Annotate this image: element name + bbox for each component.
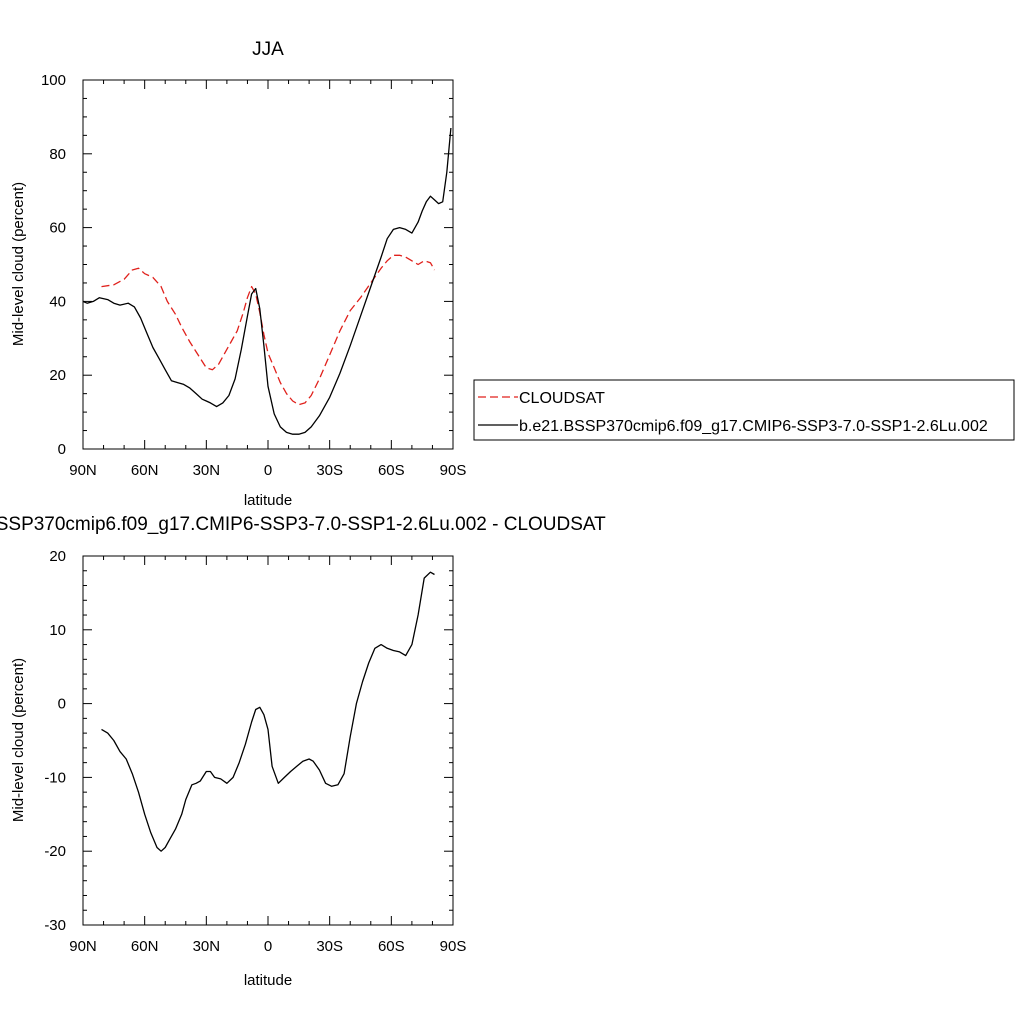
chart-top-y-tick-labels: 0 20 40 60 80 100 xyxy=(41,72,66,458)
chart-bottom-series xyxy=(101,571,435,852)
chart-top: JJA 90N 60N 30N 0 30S 60S 90S 0 20 40 60 80 100 lat… xyxy=(10,39,466,509)
bottom-series-line-0 xyxy=(101,571,435,852)
top-y-tick-label: 100 xyxy=(41,72,66,89)
chart-bottom: b.e21.BSSP370cmip6.f09_g17.CMIP6-SSP3-7.… xyxy=(0,514,606,989)
chart-bottom-plot-frame xyxy=(82,555,454,926)
legend-cloudsat-label: CLOUDSAT xyxy=(519,390,605,407)
chart-bottom-ticks xyxy=(82,555,454,926)
chart-bottom-y-tick-labels: -30 -20 -10 0 10 20 xyxy=(44,548,66,934)
chart-top-x-axis-label: latitude xyxy=(244,492,292,509)
top-x-tick-label: 90N xyxy=(69,462,97,479)
bottom-x-tick-label: 60S xyxy=(378,938,405,955)
bottom-x-tick-label: 30N xyxy=(193,938,221,955)
chart-bottom-x-tick-labels: 90N 60N 30N 0 30S 60S 90S xyxy=(69,938,466,955)
top-x-tick-label: 60S xyxy=(378,462,405,479)
legend: CLOUDSAT b.e21.BSSP370cmip6.f09_g17.CMIP… xyxy=(473,379,1015,441)
bottom-y-tick-label: -10 xyxy=(44,769,66,786)
bottom-y-tick-label: -30 xyxy=(44,917,66,934)
bottom-y-tick-label: 0 xyxy=(58,696,66,713)
top-y-tick-label: 20 xyxy=(49,367,66,384)
top-series-line-1 xyxy=(82,127,452,435)
bottom-y-tick-label: 10 xyxy=(49,622,66,639)
chart-top-plot-frame xyxy=(82,79,454,450)
bottom-x-tick-label: 60N xyxy=(131,938,159,955)
bottom-x-tick-label: 0 xyxy=(264,938,272,955)
top-y-tick-label: 0 xyxy=(58,441,66,458)
chart-top-y-axis-label: Mid-level cloud (percent) xyxy=(10,182,27,346)
chart-bottom-y-axis-label: Mid-level cloud (percent) xyxy=(10,658,27,822)
bottom-y-tick-label: -20 xyxy=(44,843,66,860)
top-x-tick-label: 30S xyxy=(316,462,343,479)
top-y-tick-label: 60 xyxy=(49,220,66,237)
top-y-tick-label: 80 xyxy=(49,146,66,163)
chart-top-series xyxy=(82,127,452,435)
top-x-tick-label: 0 xyxy=(264,462,272,479)
top-x-tick-label: 90S xyxy=(440,462,467,479)
bottom-x-tick-label: 90S xyxy=(440,938,467,955)
chart-top-ticks xyxy=(82,79,454,450)
bottom-y-tick-label: 20 xyxy=(49,548,66,565)
legend-box xyxy=(473,379,1015,441)
bottom-x-tick-label: 30S xyxy=(316,938,343,955)
legend-model-label: b.e21.BSSP370cmip6.f09_g17.CMIP6-SSP3-7.… xyxy=(519,418,988,435)
chart-bottom-x-axis-label: latitude xyxy=(244,972,292,989)
top-y-tick-label: 40 xyxy=(49,293,66,310)
chart-top-title: JJA xyxy=(252,39,284,60)
chart-bottom-title: b.e21.BSSP370cmip6.f09_g17.CMIP6-SSP3-7.… xyxy=(0,514,606,535)
top-x-tick-label: 60N xyxy=(131,462,159,479)
top-x-tick-label: 30N xyxy=(193,462,221,479)
top-series-line-0 xyxy=(101,254,436,406)
bottom-x-tick-label: 90N xyxy=(69,938,97,955)
chart-top-x-tick-labels: 90N 60N 30N 0 30S 60S 90S xyxy=(69,462,466,479)
